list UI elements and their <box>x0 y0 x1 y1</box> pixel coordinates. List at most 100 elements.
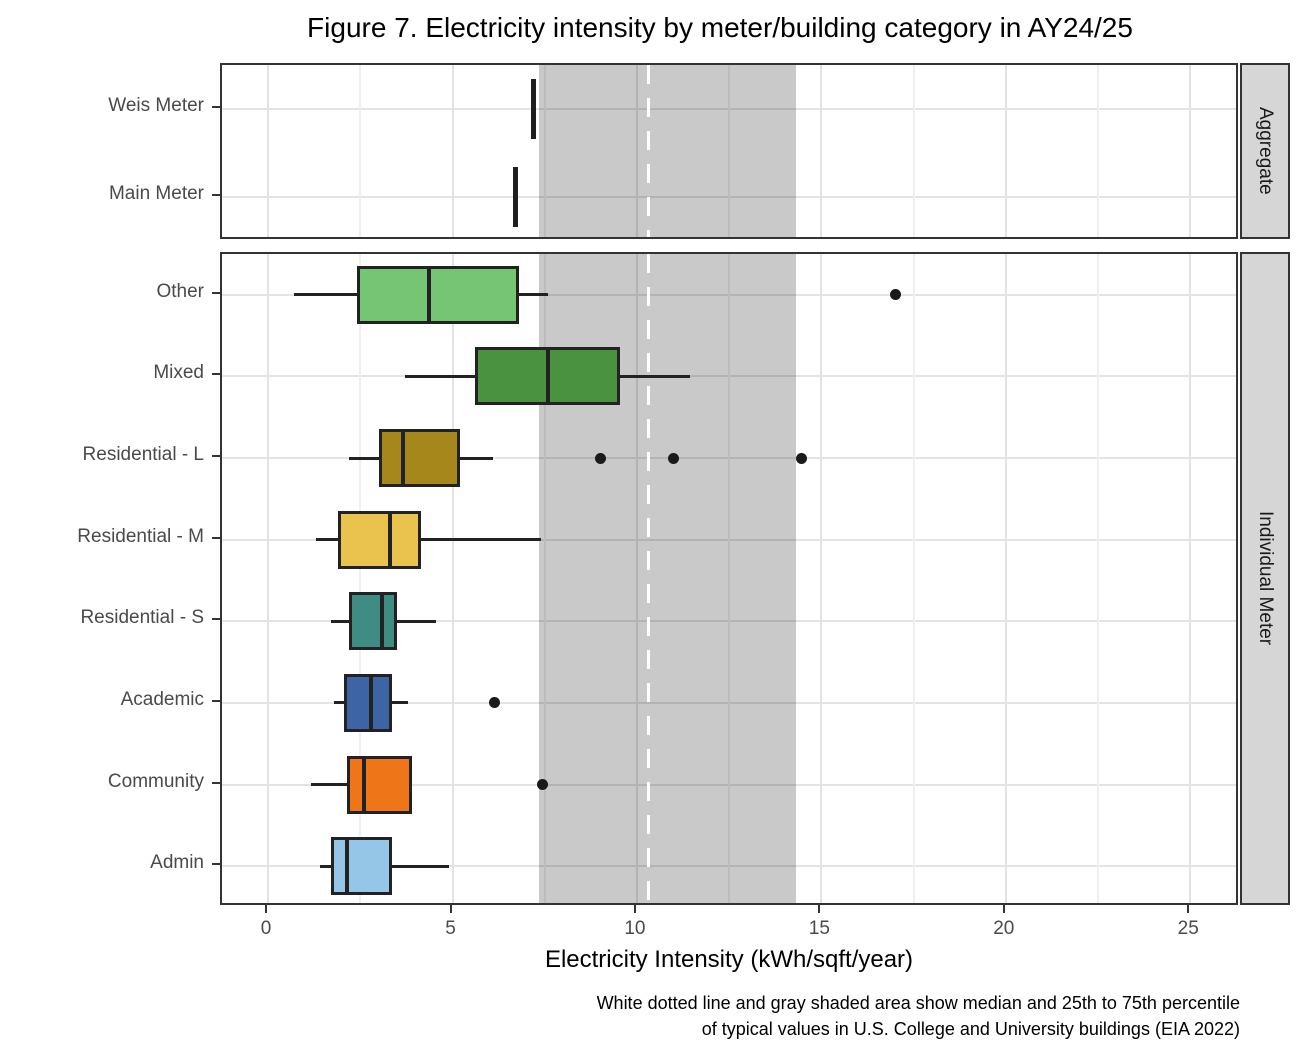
gridline-vertical-minor <box>359 65 362 237</box>
y-tick-label: Academic <box>120 688 204 710</box>
gridline-vertical-major <box>267 65 270 237</box>
outlier-point <box>489 697 501 709</box>
boxplot-median <box>387 510 392 569</box>
caption-line-2: of typical values in U.S. College and Un… <box>701 1019 1240 1039</box>
gridline-vertical-minor <box>912 65 915 237</box>
outlier-point <box>889 289 901 301</box>
y-tick-mark <box>212 863 220 866</box>
figure-caption: White dotted line and gray shaded area s… <box>200 990 1240 1042</box>
figure-title: Figure 7. Electricity intensity by meter… <box>307 12 1133 43</box>
panel-individual-meter <box>220 252 1238 905</box>
y-tick-label: Residential - L <box>82 444 204 466</box>
y-tick-label: Other <box>156 280 204 302</box>
boxplot-whisker-high <box>391 864 449 868</box>
gridline-vertical-major <box>820 65 823 237</box>
strip-aggregate-label: Aggregate <box>1255 107 1276 195</box>
boxplot-whisker-low <box>310 783 348 787</box>
y-tick-label: Admin <box>150 852 204 874</box>
gridline-vertical-minor <box>1096 254 1099 903</box>
x-tick-mark <box>818 905 821 913</box>
boxplot-median <box>369 673 374 732</box>
reference-median-line <box>646 254 650 903</box>
gridline-vertical-major <box>267 254 270 903</box>
x-tick-label: 20 <box>993 918 1015 939</box>
y-axis: Weis Meter Main Meter Other Mixed Residentia… <box>0 0 220 1056</box>
gridline-vertical-major <box>451 254 454 903</box>
gridline-vertical-minor <box>543 254 546 903</box>
boxplot-whisker-low <box>349 456 379 460</box>
boxplot-box <box>349 592 398 651</box>
x-tick-label: 5 <box>445 918 456 939</box>
gridline-vertical-major <box>635 65 638 237</box>
x-tick-label: 0 <box>260 918 272 939</box>
boxplot-whisker-low <box>404 374 475 378</box>
gridline-vertical-major <box>1189 254 1192 903</box>
y-tick-label: Main Meter <box>108 183 204 204</box>
gridline-vertical-major <box>1004 65 1007 237</box>
outlier-point <box>668 452 680 464</box>
strip-individual-meter-label: Individual Meter <box>1255 511 1276 646</box>
y-tick-mark <box>212 699 220 702</box>
single-value-line <box>531 79 537 139</box>
gridline-vertical-major <box>635 254 638 903</box>
boxplot-whisker-high <box>459 456 494 460</box>
x-tick-mark <box>1187 905 1190 913</box>
gridline-vertical-minor <box>912 254 915 903</box>
y-tick-label: Residential - S <box>80 607 204 629</box>
boxplot-median <box>426 265 431 324</box>
y-tick-label: Residential - M <box>77 525 204 547</box>
outlier-point <box>795 452 807 464</box>
y-tick-mark <box>212 373 220 376</box>
strip-aggregate: Aggregate <box>1240 63 1290 239</box>
x-tick-label: 10 <box>624 918 646 939</box>
y-tick-mark <box>212 618 220 621</box>
boxplot-whisker-low <box>334 701 344 705</box>
gridline-vertical-major <box>820 254 823 903</box>
x-tick-mark <box>1002 905 1005 913</box>
y-tick-mark <box>212 194 220 196</box>
y-tick-label: Community <box>107 770 204 792</box>
boxplot-whisker-high <box>391 701 409 705</box>
gridline-vertical-minor <box>728 254 731 903</box>
panel-aggregate <box>220 63 1238 239</box>
x-tick-mark <box>449 905 452 913</box>
boxplot-median <box>400 429 405 488</box>
boxplot-whisker-low <box>293 293 357 297</box>
boxplot-median <box>546 347 551 406</box>
boxplot-whisker-high <box>421 538 542 542</box>
strip-individual-meter: Individual Meter <box>1240 252 1290 905</box>
boxplot-median <box>362 755 366 814</box>
boxplot-whisker-low <box>316 538 339 542</box>
caption-line-1: White dotted line and gray shaded area s… <box>596 993 1240 1013</box>
y-tick-mark <box>212 536 220 539</box>
x-tick-mark <box>265 905 268 913</box>
y-tick-label: Mixed <box>153 362 204 384</box>
gridline-vertical-minor <box>728 65 731 237</box>
boxplot-median <box>345 837 350 896</box>
x-tick-label: 15 <box>808 918 830 939</box>
boxplot-whisker-low <box>330 619 350 623</box>
reference-band <box>539 65 796 237</box>
gridline-vertical-minor <box>543 65 546 237</box>
boxplot-box <box>378 429 460 488</box>
boxplot-box <box>343 673 392 732</box>
gridline-vertical-major <box>451 65 454 237</box>
boxplot-whisker-high <box>620 374 691 378</box>
x-axis: 0 5 10 15 20 25 <box>0 905 1296 965</box>
boxplot-box <box>330 837 392 896</box>
boxplot-whisker-low <box>319 864 331 868</box>
y-tick-mark <box>212 455 220 458</box>
gridline-vertical-major <box>1189 65 1192 237</box>
y-tick-mark <box>212 106 220 108</box>
y-tick-label: Weis Meter <box>108 95 204 116</box>
reference-median-line <box>646 65 650 237</box>
boxplot-box <box>338 510 422 569</box>
boxplot-box <box>356 265 519 324</box>
outlier-point <box>537 779 549 791</box>
gridline-vertical-minor <box>1096 65 1099 237</box>
gridline-vertical-minor <box>359 254 362 903</box>
boxplot-whisker-high <box>397 619 436 623</box>
gridline-vertical-major <box>1004 254 1007 903</box>
outlier-point <box>594 452 606 464</box>
